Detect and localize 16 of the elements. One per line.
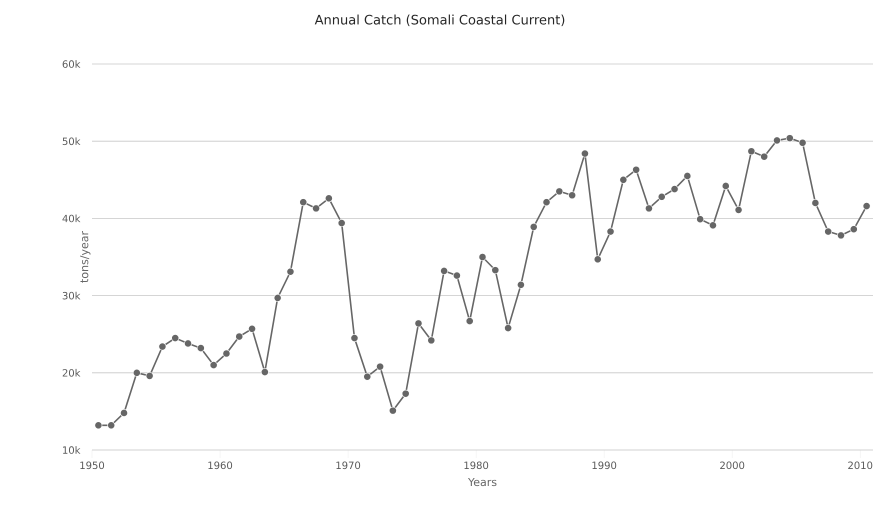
y-axis-title: tons/year — [80, 231, 90, 283]
chart-title: Annual Catch (Somali Coastal Current) — [314, 14, 564, 26]
y-tick-label: 30k — [62, 292, 80, 300]
x-tick-label: 1970 — [336, 462, 360, 470]
y-tick-label: 60k — [62, 60, 80, 68]
x-tick-label: 2010 — [848, 462, 872, 470]
x-tick-label: 2000 — [720, 462, 744, 470]
y-tick-label: 20k — [62, 368, 80, 377]
x-tick-label: 1950 — [80, 462, 104, 470]
y-tick-label: 10k — [63, 446, 80, 454]
x-tick-label: 1960 — [208, 462, 232, 470]
x-axis-title: Years — [468, 478, 496, 486]
x-tick-label: 1990 — [592, 462, 616, 470]
x-tick-label: 1980 — [464, 462, 488, 470]
y-tick-label: 40k — [62, 214, 80, 222]
y-tick-label: 50k — [62, 137, 80, 146]
